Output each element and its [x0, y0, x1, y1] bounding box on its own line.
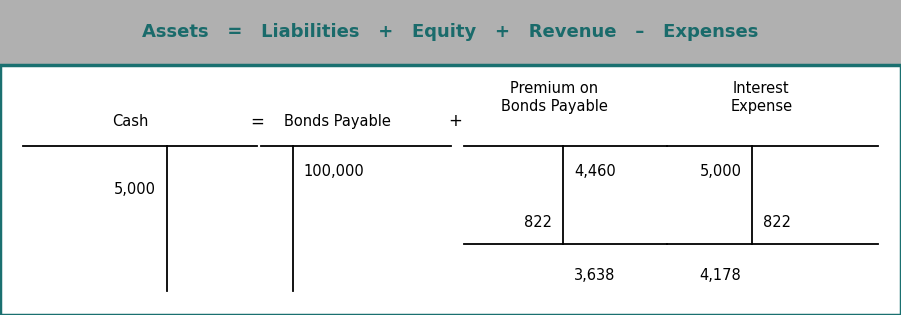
Text: =: =	[250, 112, 264, 130]
Text: 100,000: 100,000	[304, 164, 364, 179]
Text: Premium on
Bonds Payable: Premium on Bonds Payable	[501, 82, 607, 114]
FancyBboxPatch shape	[0, 0, 901, 65]
Text: 4,460: 4,460	[574, 164, 615, 179]
Text: 4,178: 4,178	[700, 268, 742, 283]
Text: Bonds Payable: Bonds Payable	[285, 114, 391, 129]
Text: +: +	[448, 112, 462, 130]
Text: 822: 822	[524, 215, 552, 230]
Text: 822: 822	[763, 215, 791, 230]
Text: 5,000: 5,000	[699, 164, 742, 179]
Text: 5,000: 5,000	[114, 181, 156, 197]
Text: Assets   =   Liabilities   +   Equity   +   Revenue   –   Expenses: Assets = Liabilities + Equity + Revenue …	[142, 23, 759, 41]
Text: Interest
Expense: Interest Expense	[731, 82, 792, 114]
Text: Cash: Cash	[113, 114, 149, 129]
Text: 3,638: 3,638	[574, 268, 615, 283]
